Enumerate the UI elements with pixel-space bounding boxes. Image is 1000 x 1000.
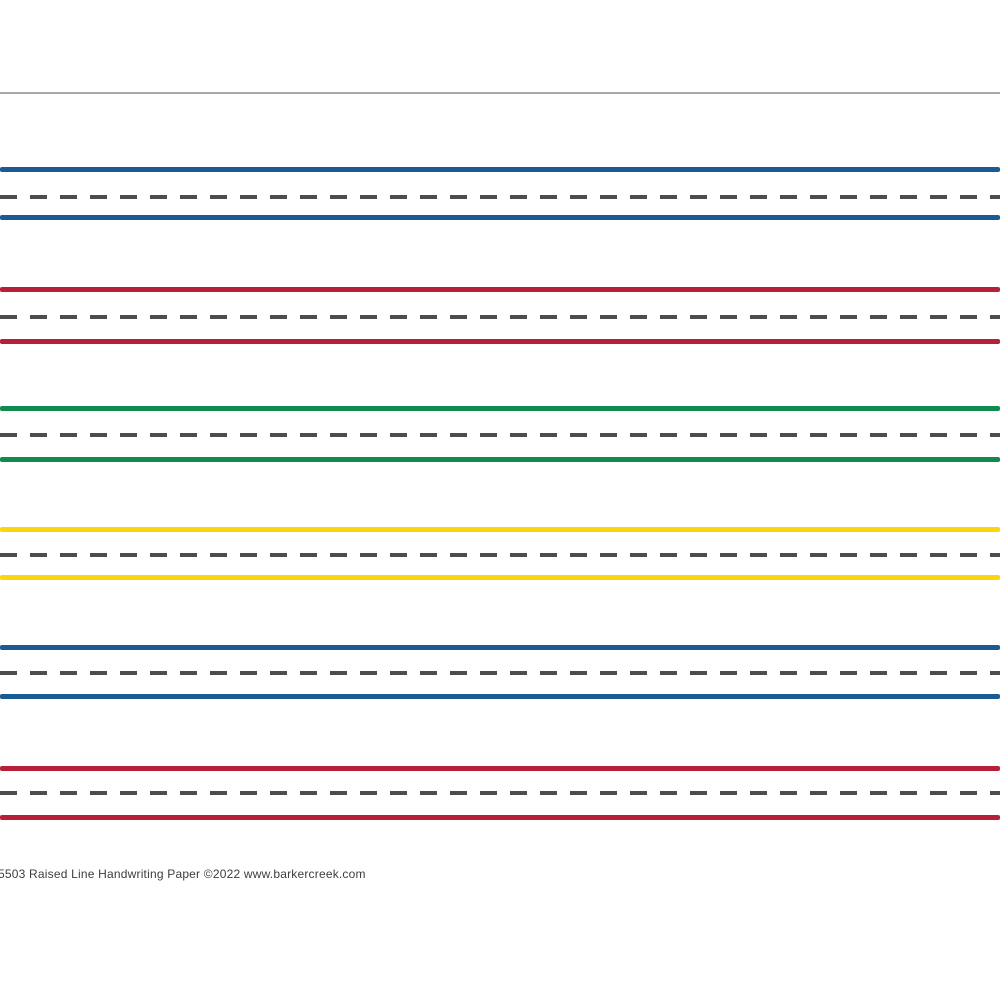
green-baseline — [0, 457, 1000, 462]
dashed-midline — [0, 315, 1000, 319]
yellow-baseline — [0, 575, 1000, 580]
red-baseline — [0, 815, 1000, 820]
blue-baseline — [0, 694, 1000, 699]
footer-credit: 5503 Raised Line Handwriting Paper ©2022… — [0, 867, 366, 881]
dashed-midline — [0, 433, 1000, 437]
dashed-midline — [0, 553, 1000, 557]
dashed-midline — [0, 195, 1000, 199]
dashed-midline — [0, 791, 1000, 795]
red-ascender-line — [0, 287, 1000, 292]
top-header-rule — [0, 92, 1000, 94]
dashed-midline — [0, 671, 1000, 675]
blue-ascender-line — [0, 645, 1000, 650]
blue-baseline — [0, 215, 1000, 220]
red-ascender-line — [0, 766, 1000, 771]
green-ascender-line — [0, 406, 1000, 411]
red-baseline — [0, 339, 1000, 344]
blue-ascender-line — [0, 167, 1000, 172]
yellow-ascender-line — [0, 527, 1000, 532]
